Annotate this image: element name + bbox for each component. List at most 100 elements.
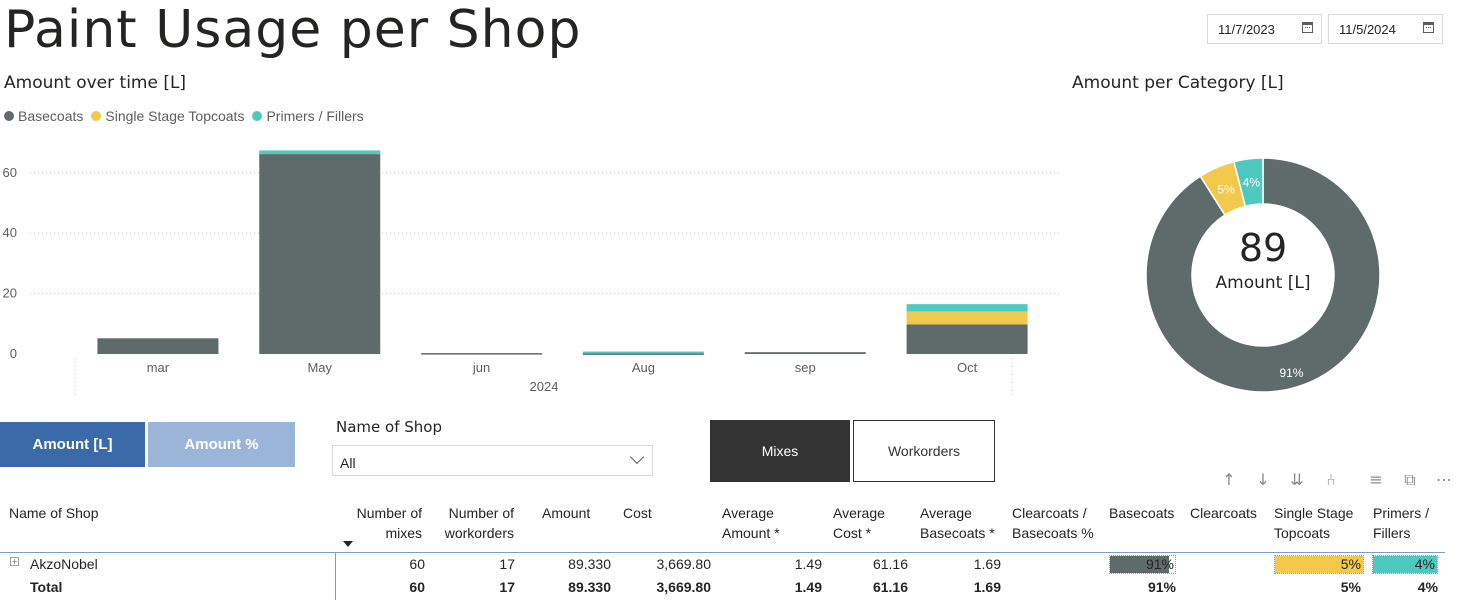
total-single-stage: 5%	[1340, 579, 1361, 595]
x-tick-label: May	[307, 360, 332, 375]
col-header-cost[interactable]: Cost	[623, 505, 652, 521]
col-header-clearcoats[interactable]: Clearcoats	[1190, 505, 1257, 521]
bar-primers-fillers	[259, 150, 381, 155]
legend-item-primers[interactable]: Primers / Fillers	[252, 108, 364, 124]
more-options-icon[interactable]: ⋯	[1436, 470, 1452, 489]
bar-basecoats	[97, 338, 219, 354]
row-basecoats: 91%	[1145, 556, 1174, 572]
row-avg-cost: 61.16	[872, 556, 908, 572]
total-basecoats: 91%	[1147, 579, 1176, 595]
donut-slice-basecoats	[1145, 157, 1381, 393]
y-tick-label: 20	[3, 286, 17, 301]
col-header-amount[interactable]: Amount	[542, 505, 591, 521]
bar-basecoats	[744, 352, 866, 354]
amount-percent-button[interactable]: Amount %	[148, 422, 295, 467]
total-cost: 3,669.80	[656, 579, 712, 595]
sort-indicator-icon	[343, 541, 353, 547]
row-cost: 3,669.80	[656, 556, 712, 572]
row-workorders: 17	[499, 556, 515, 572]
y-tick-label: 0	[10, 346, 17, 361]
row-avg-amount: 1.49	[794, 556, 822, 572]
donut-data-label: 4%	[1243, 176, 1261, 190]
donut-center-value: 89	[1238, 226, 1288, 270]
x-tick-label: sep	[795, 360, 816, 375]
total-primers: 4%	[1417, 579, 1438, 595]
legend-dot	[4, 111, 14, 121]
total-avg-cost: 61.16	[872, 579, 908, 595]
chart-legend: Basecoats Single Stage Topcoats Primers …	[4, 108, 364, 124]
x-tick-label: mar	[147, 360, 170, 375]
row-shop[interactable]: AkzoNobel	[30, 556, 98, 572]
col-header-basecoats[interactable]: Basecoats	[1109, 505, 1175, 521]
x-tick-label: jun	[472, 360, 490, 375]
total-label: Total	[30, 579, 63, 595]
col-header-single-stage[interactable]: Single Stage Topcoats	[1274, 505, 1354, 541]
legend-item-single-stage[interactable]: Single Stage Topcoats	[91, 108, 244, 124]
shop-slicer-value: All	[340, 455, 356, 471]
end-date-field[interactable]: 11/5/2024	[1328, 14, 1443, 44]
total-avg-amount: 1.49	[794, 579, 822, 595]
shop-slicer-dropdown[interactable]: All	[332, 445, 653, 476]
primers-cell-bar	[1373, 556, 1437, 573]
basecoats-cell-bar	[1110, 556, 1170, 573]
calendar-icon[interactable]	[1423, 22, 1434, 33]
donut-center-label: Amount [L]	[1215, 273, 1311, 293]
sort-down-icon[interactable]: ↓	[1256, 470, 1270, 489]
donut-data-label: 91%	[1279, 366, 1303, 380]
col-header-clear-base[interactable]: Clearcoats / Basecoats %	[1012, 505, 1094, 541]
end-date-value: 11/5/2024	[1339, 22, 1396, 37]
drill-icon[interactable]: ⑃	[1326, 470, 1336, 489]
bar-primers-fillers	[582, 351, 704, 354]
y-tick-label: 40	[3, 225, 17, 240]
mixes-toggle[interactable]: Mixes	[710, 420, 850, 482]
total-avg-basecoats: 1.69	[973, 579, 1001, 595]
amount-over-time-title: Amount over time [L]	[4, 73, 187, 93]
row-amount: 89.330	[568, 556, 611, 572]
total-workorders: 17	[499, 579, 515, 595]
page-title: Paint Usage per Shop	[4, 0, 582, 60]
amount-over-time-chart: 0 20 40 60 mar May jun Aug sep Oct 2024	[3, 150, 1060, 398]
sort-up-icon[interactable]: ↑	[1222, 470, 1236, 489]
x-tick-label: Aug	[632, 360, 655, 375]
calendar-icon[interactable]	[1302, 22, 1313, 33]
col-header-avg-amount[interactable]: Average Amount *	[722, 505, 780, 541]
col-header-shop[interactable]: Name of Shop	[9, 505, 99, 521]
amount-button[interactable]: Amount [L]	[0, 422, 145, 467]
amount-per-category-title: Amount per Category [L]	[1072, 73, 1284, 93]
workorders-toggle[interactable]: Workorders	[853, 420, 995, 482]
row-mixes: 60	[409, 556, 425, 572]
col-header-avg-basecoats[interactable]: Average Basecoats *	[920, 505, 995, 541]
expand-icon[interactable]: +	[10, 557, 19, 566]
bar-basecoats	[582, 353, 704, 355]
bar-primers-fillers	[906, 304, 1028, 312]
legend-dot	[252, 111, 263, 121]
col-header-primers[interactable]: Primers / Fillers	[1373, 505, 1429, 541]
shop-slicer-label: Name of Shop	[336, 418, 442, 436]
bar-basecoats	[259, 154, 381, 354]
focus-mode-icon[interactable]: ⧉	[1404, 470, 1416, 489]
start-date-value: 11/7/2023	[1218, 22, 1275, 37]
x-tick-label: Oct	[957, 360, 978, 375]
single-stage-cell-bar	[1275, 556, 1363, 573]
donut-slice-primers-fillers	[1232, 157, 1264, 208]
legend-label: Primers / Fillers	[266, 108, 364, 124]
sort-both-icon[interactable]: ⇊	[1290, 470, 1304, 489]
bar-basecoats	[421, 353, 543, 355]
col-header-avg-cost[interactable]: Average Cost *	[833, 505, 885, 541]
row-single-stage: 5%	[1340, 556, 1361, 572]
y-tick-label: 60	[3, 165, 17, 180]
legend-item-basecoats[interactable]: Basecoats	[4, 108, 83, 124]
total-mixes: 60	[409, 579, 425, 595]
chevron-down-icon	[629, 449, 645, 465]
legend-label: Single Stage Topcoats	[105, 108, 245, 124]
col-header-mixes[interactable]: Number of mixes	[356, 505, 422, 541]
bar-single-stage-topcoats	[906, 311, 1028, 325]
col-header-workorders[interactable]: Number of workorders	[444, 505, 514, 541]
start-date-field[interactable]: 11/7/2023	[1207, 14, 1322, 44]
basecoats-cell-bar-track	[1109, 555, 1176, 574]
row-avg-basecoats: 1.69	[973, 556, 1001, 572]
amount-per-category-chart: 91% 5% 4%	[1145, 157, 1381, 393]
filter-icon[interactable]: ≡	[1369, 470, 1383, 489]
row-primers: 4%	[1414, 556, 1435, 572]
donut-data-label: 5%	[1217, 183, 1235, 197]
